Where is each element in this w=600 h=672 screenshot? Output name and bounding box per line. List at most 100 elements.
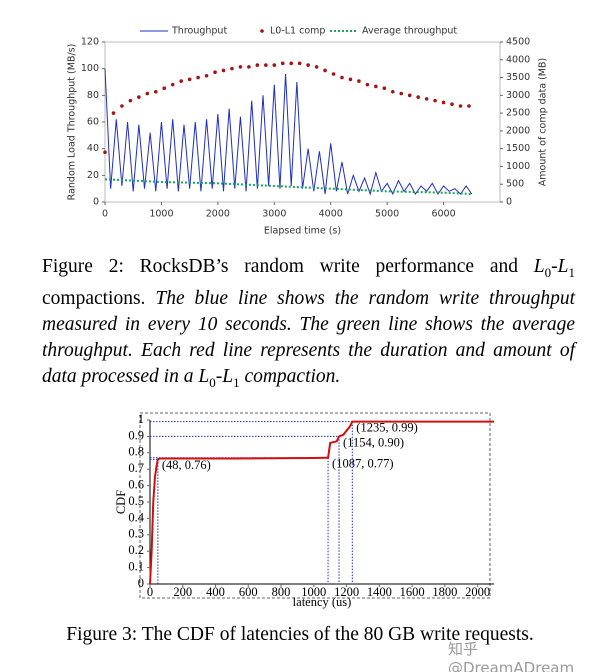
y2-tick-label: 4500 <box>506 37 530 48</box>
data-point <box>221 68 226 73</box>
data-point <box>272 63 277 67</box>
caption-text: L <box>533 256 545 277</box>
data-point <box>390 89 395 94</box>
data-point <box>357 79 361 83</box>
legend-label: L0-L1 comp <box>270 26 325 37</box>
caption-text: The blue line shows the random write thr… <box>42 287 575 387</box>
y-axis-title: Random Load Throughput (MB/s) <box>67 44 78 201</box>
y-tick-label: 0.3 <box>128 527 144 541</box>
series-line <box>104 178 472 195</box>
data-point <box>179 79 183 83</box>
y-tick-label: 60 <box>87 117 99 128</box>
data-point <box>162 86 167 91</box>
caption-text: Figure 2: RocksDB’s random write perform… <box>42 256 534 277</box>
caption-text: L <box>222 365 234 387</box>
data-point <box>441 100 446 105</box>
data-point <box>230 66 234 71</box>
caption-text: - <box>551 256 558 277</box>
data-point <box>247 65 251 69</box>
y-tick-label: 80 <box>87 90 99 101</box>
y-tick-label: 0.7 <box>128 461 144 475</box>
data-point <box>348 77 353 82</box>
caption-text: L <box>557 256 569 277</box>
data-point <box>331 72 336 76</box>
x-axis-title: latency (us) <box>293 595 352 609</box>
caption-text: compactions. <box>42 287 156 309</box>
x-tick-label: 0 <box>102 209 108 220</box>
data-point <box>264 63 268 67</box>
x-tick-label: 1000 <box>301 585 326 599</box>
x-tick-label: 200 <box>173 585 192 599</box>
data-point <box>314 65 319 69</box>
x-tick-label: 1000 <box>149 209 173 220</box>
data-point <box>137 95 141 99</box>
data-point <box>382 86 387 91</box>
x-tick-label: 1800 <box>432 585 457 599</box>
caption-text: - <box>215 365 223 387</box>
annotation: (1087, 0.77) <box>332 457 393 471</box>
data-point <box>374 84 378 89</box>
x-tick-label: 1600 <box>400 585 425 599</box>
y2-tick-label: 0 <box>506 197 512 208</box>
legend-label: Throughput <box>171 26 227 37</box>
y2-tick-label: 3500 <box>506 72 530 83</box>
plot-frame <box>104 41 501 203</box>
x-tick-label: 1400 <box>367 585 392 599</box>
data-point <box>297 61 302 66</box>
caption-text: 0 <box>544 264 552 280</box>
data-point <box>145 91 150 96</box>
x-tick-label: 5000 <box>375 209 399 220</box>
data-point <box>289 61 294 66</box>
y-axis-title: CDF <box>114 490 128 514</box>
data-point <box>399 91 404 96</box>
y2-tick-label: 3000 <box>506 90 530 101</box>
legend-symbol <box>260 29 264 33</box>
series-line <box>104 68 473 196</box>
plot-frame <box>139 412 491 599</box>
caption-text: 0 <box>209 374 216 390</box>
data-point <box>111 111 116 115</box>
y-tick-label: 0 <box>93 197 99 208</box>
y-tick-label: 120 <box>81 37 99 48</box>
annotation: (1235, 0.99) <box>356 421 417 435</box>
data-point <box>306 63 310 67</box>
annotation: (48, 0.76) <box>162 458 211 472</box>
x-tick-label: 2000 <box>206 209 230 220</box>
data-point <box>128 98 133 103</box>
y2-tick-label: 4000 <box>506 54 530 65</box>
legend-label: Average throughput <box>362 26 457 37</box>
x-tick-label: 400 <box>206 585 225 599</box>
y2-axis-title: Amount of comp data (MB) <box>538 58 549 186</box>
data-point <box>323 68 327 73</box>
annotation: (1154, 0.90) <box>343 435 404 449</box>
y-tick-label: 0.2 <box>128 543 144 557</box>
y2-tick-label: 2000 <box>506 125 530 136</box>
x-tick-label: 600 <box>239 585 258 599</box>
caption-text: L <box>198 365 210 387</box>
y-tick-label: 40 <box>87 143 99 154</box>
y2-tick-label: 500 <box>506 179 524 190</box>
data-point <box>340 75 344 80</box>
data-point <box>458 104 463 108</box>
figure-caption: Figure 2: RocksDB’s random write perform… <box>42 254 575 396</box>
data-point <box>238 65 243 69</box>
data-point <box>170 82 175 87</box>
y-tick-label: 0.9 <box>128 428 144 442</box>
y2-tick-label: 1500 <box>506 143 530 154</box>
x-tick-label: 0 <box>147 585 153 599</box>
x-tick-label: 6000 <box>431 209 455 220</box>
x-tick-label: 2000 <box>465 585 490 599</box>
x-axis-title: Elapsed time (s) <box>264 226 341 237</box>
data-point <box>424 97 429 101</box>
data-point <box>153 89 158 94</box>
data-point <box>120 104 124 108</box>
data-point <box>450 102 454 107</box>
data-point <box>365 82 370 87</box>
y2-tick-label: 2500 <box>506 108 530 119</box>
x-tick-label: 800 <box>272 585 291 599</box>
data-point <box>407 93 412 98</box>
watermark: 知乎 @DreamADream <box>448 640 575 672</box>
x-tick-label: 3000 <box>262 209 286 220</box>
